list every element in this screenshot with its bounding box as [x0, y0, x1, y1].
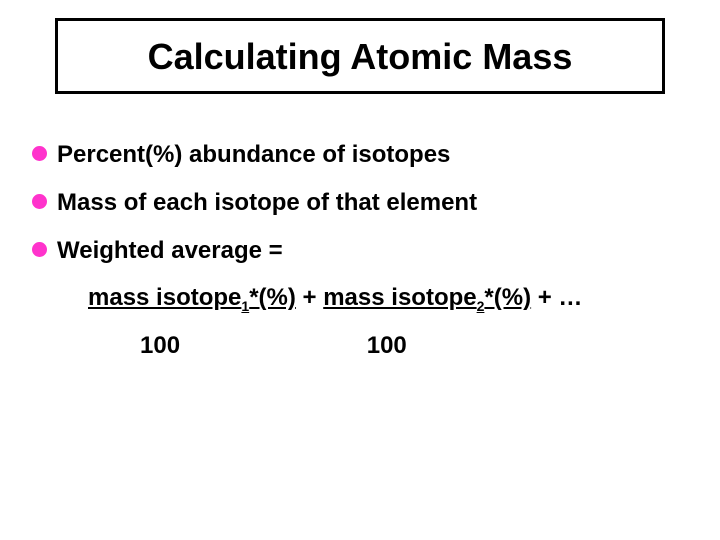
bullet-icon: [32, 194, 47, 209]
formula-term-2-prefix: mass isotope: [323, 284, 476, 311]
title-box: Calculating Atomic Mass: [55, 18, 665, 94]
formula-term-1-suffix: *(%): [249, 284, 296, 311]
bullet-text: Percent(%) abundance of isotopes: [57, 140, 450, 170]
divisor-row: 100 100: [32, 332, 688, 360]
list-item: Weighted average =: [32, 236, 688, 266]
slide: Calculating Atomic Mass Percent(%) abund…: [0, 0, 720, 540]
bullet-text: Mass of each isotope of that element: [57, 188, 477, 218]
list-item: Mass of each isotope of that element: [32, 188, 688, 218]
formula-trailing: + …: [531, 284, 582, 311]
divisor-2: 100: [367, 332, 407, 360]
bullet-icon: [32, 146, 47, 161]
bullet-text: Weighted average =: [57, 236, 283, 266]
formula-term-1-prefix: mass isotope: [88, 284, 241, 311]
formula-line: mass isotope1*(%) + mass isotope2*(%) + …: [88, 284, 688, 314]
slide-title: Calculating Atomic Mass: [66, 37, 654, 77]
formula-term-2-suffix: *(%): [484, 284, 531, 311]
formula-plus-1: +: [296, 284, 323, 311]
list-item: Percent(%) abundance of isotopes: [32, 140, 688, 170]
divisor-1: 100: [140, 332, 180, 360]
bullet-icon: [32, 242, 47, 257]
bullet-list: Percent(%) abundance of isotopes Mass of…: [32, 140, 688, 360]
